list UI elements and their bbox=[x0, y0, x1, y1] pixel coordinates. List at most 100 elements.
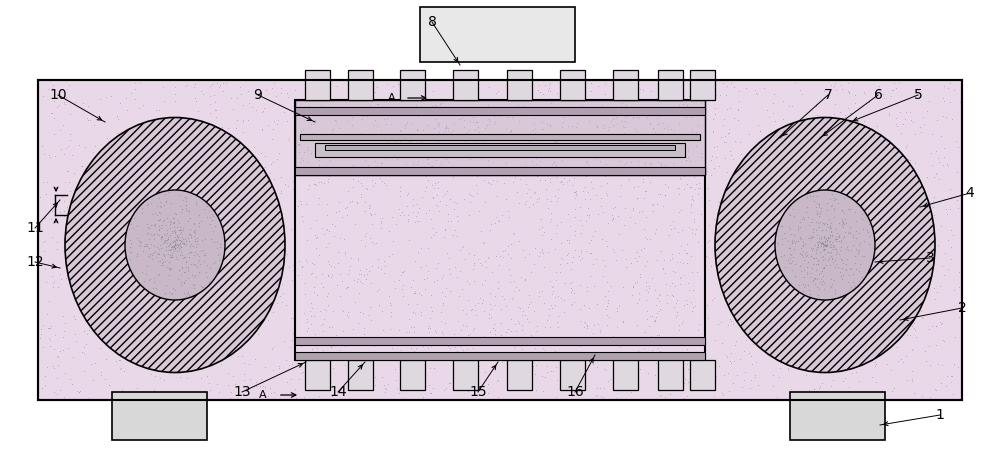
Point bbox=[194, 360, 210, 367]
Point bbox=[500, 242, 516, 249]
Point bbox=[371, 302, 387, 309]
Point bbox=[946, 360, 962, 368]
Point bbox=[526, 313, 542, 320]
Point bbox=[393, 348, 409, 356]
Point bbox=[818, 203, 834, 211]
Point bbox=[403, 118, 419, 126]
Point bbox=[361, 202, 377, 209]
Point bbox=[795, 186, 811, 193]
Point bbox=[593, 126, 609, 133]
Point bbox=[520, 304, 536, 311]
Point bbox=[196, 258, 212, 265]
Point bbox=[659, 113, 675, 120]
Point bbox=[319, 211, 335, 218]
Point bbox=[82, 176, 98, 183]
Point bbox=[291, 148, 307, 156]
Point bbox=[535, 387, 551, 395]
Point bbox=[529, 139, 545, 146]
Point bbox=[531, 288, 547, 295]
Point bbox=[481, 179, 497, 186]
Point bbox=[421, 207, 437, 214]
Point bbox=[557, 177, 573, 184]
Point bbox=[361, 150, 377, 158]
Point bbox=[536, 293, 552, 300]
Point bbox=[487, 192, 503, 199]
Point bbox=[896, 294, 912, 301]
Point bbox=[494, 144, 510, 152]
Point bbox=[385, 351, 401, 358]
Point bbox=[305, 159, 321, 166]
Point bbox=[465, 334, 481, 341]
Point bbox=[782, 313, 798, 320]
Point bbox=[468, 118, 484, 125]
Point bbox=[849, 228, 865, 235]
Point bbox=[842, 229, 858, 236]
Point bbox=[132, 242, 148, 249]
Point bbox=[146, 188, 162, 195]
Point bbox=[395, 136, 411, 143]
Point bbox=[572, 136, 588, 144]
Point bbox=[394, 141, 410, 149]
Point bbox=[264, 181, 280, 189]
Point bbox=[671, 321, 687, 328]
Point bbox=[333, 311, 349, 319]
Point bbox=[808, 261, 824, 268]
Point bbox=[629, 299, 645, 306]
Point bbox=[530, 112, 546, 120]
Point bbox=[629, 248, 645, 256]
Point bbox=[532, 248, 548, 256]
Point bbox=[578, 115, 594, 122]
Point bbox=[279, 89, 295, 96]
Point bbox=[649, 331, 665, 338]
Point bbox=[609, 324, 625, 331]
Point bbox=[700, 314, 716, 321]
Point bbox=[664, 204, 680, 212]
Point bbox=[519, 316, 535, 323]
Point bbox=[156, 377, 172, 384]
Point bbox=[352, 309, 368, 316]
Point bbox=[329, 228, 345, 235]
Point bbox=[489, 103, 505, 110]
Point bbox=[613, 155, 629, 162]
Point bbox=[512, 149, 528, 157]
Point bbox=[396, 394, 412, 401]
Point bbox=[826, 195, 842, 202]
Point bbox=[679, 300, 695, 307]
Point bbox=[660, 183, 676, 190]
Point bbox=[167, 241, 183, 248]
Point bbox=[178, 238, 194, 245]
Point bbox=[146, 221, 162, 229]
Point bbox=[203, 227, 219, 234]
Point bbox=[346, 318, 362, 325]
Point bbox=[76, 368, 92, 375]
Point bbox=[823, 228, 839, 235]
Point bbox=[786, 238, 802, 245]
Point bbox=[383, 313, 399, 320]
Point bbox=[424, 126, 440, 133]
Point bbox=[835, 151, 851, 158]
Point bbox=[369, 83, 385, 90]
Point bbox=[448, 280, 464, 287]
Point bbox=[250, 213, 266, 220]
Point bbox=[471, 115, 487, 122]
Point bbox=[887, 216, 903, 223]
Point bbox=[605, 109, 621, 116]
Point bbox=[535, 164, 551, 171]
Point bbox=[893, 286, 909, 293]
Point bbox=[271, 149, 287, 156]
Point bbox=[476, 176, 492, 183]
Point bbox=[698, 253, 714, 260]
Point bbox=[818, 242, 834, 249]
Point bbox=[589, 392, 605, 400]
Point bbox=[321, 252, 337, 259]
Point bbox=[815, 239, 831, 247]
Point bbox=[510, 166, 526, 173]
Point bbox=[708, 372, 724, 379]
Point bbox=[521, 141, 537, 149]
Point bbox=[415, 126, 431, 133]
Point bbox=[491, 108, 507, 115]
Point bbox=[369, 162, 385, 170]
Point bbox=[129, 148, 145, 155]
Point bbox=[611, 158, 627, 165]
Point bbox=[712, 244, 728, 252]
